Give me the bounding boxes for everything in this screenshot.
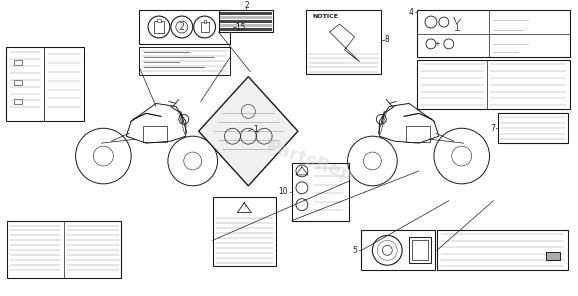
Bar bbox=[14, 80, 22, 85]
Bar bbox=[409, 237, 431, 263]
Bar bbox=[417, 10, 570, 57]
Bar bbox=[7, 221, 121, 278]
Bar bbox=[218, 10, 273, 32]
Bar bbox=[412, 240, 428, 260]
Bar bbox=[203, 20, 206, 23]
Bar bbox=[139, 47, 231, 75]
Bar bbox=[201, 22, 209, 32]
Text: 4: 4 bbox=[408, 8, 413, 17]
Polygon shape bbox=[199, 77, 298, 186]
Bar bbox=[154, 21, 164, 33]
Bar bbox=[139, 10, 231, 44]
Bar bbox=[498, 113, 568, 143]
Bar bbox=[220, 16, 272, 19]
Text: 5: 5 bbox=[353, 246, 357, 255]
Bar bbox=[220, 12, 272, 15]
Bar bbox=[14, 60, 22, 65]
Bar bbox=[292, 163, 349, 221]
Text: 2: 2 bbox=[179, 22, 185, 32]
Bar bbox=[213, 197, 276, 266]
Text: 7: 7 bbox=[491, 124, 495, 133]
Bar bbox=[546, 252, 560, 260]
Bar bbox=[437, 231, 568, 270]
Bar bbox=[14, 99, 22, 104]
Bar bbox=[157, 19, 161, 22]
Bar bbox=[143, 126, 167, 142]
Text: 2: 2 bbox=[245, 1, 250, 10]
Bar bbox=[306, 10, 381, 74]
Bar bbox=[417, 60, 570, 110]
Bar bbox=[406, 126, 430, 142]
Bar bbox=[220, 20, 272, 23]
Text: NOTICE: NOTICE bbox=[313, 14, 339, 19]
Text: 1: 1 bbox=[253, 125, 258, 134]
Bar bbox=[6, 47, 84, 121]
Text: +: + bbox=[434, 41, 440, 47]
Bar bbox=[220, 28, 272, 31]
Text: –15: –15 bbox=[232, 22, 246, 31]
Bar bbox=[361, 231, 435, 270]
Text: PartsRep: PartsRep bbox=[264, 137, 356, 185]
Text: 8: 8 bbox=[384, 36, 389, 44]
Text: 10: 10 bbox=[279, 187, 288, 196]
Text: !: ! bbox=[243, 205, 246, 210]
Bar bbox=[220, 23, 272, 27]
